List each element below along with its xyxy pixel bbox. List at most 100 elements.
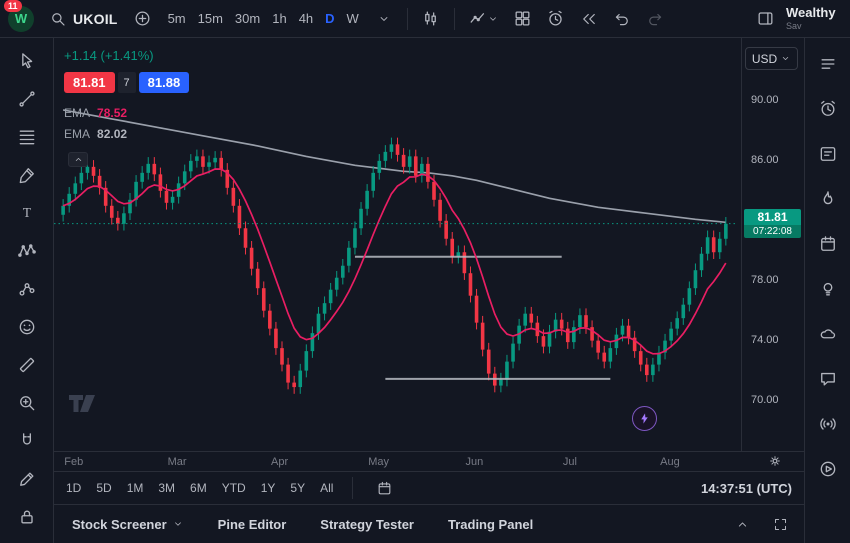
tabs-actions <box>730 512 792 536</box>
timeframe-W[interactable]: W <box>346 11 359 26</box>
brush-tool[interactable] <box>12 164 42 186</box>
minds-rail-button[interactable] <box>813 322 843 346</box>
zoom-icon <box>19 396 34 411</box>
calendar-goto-icon <box>378 481 391 494</box>
app-logo[interactable]: W 11 <box>4 0 34 32</box>
fib-retracement-tool[interactable] <box>12 126 42 148</box>
layout-grid-icon <box>515 11 530 26</box>
timeframe-4h[interactable]: 4h <box>298 11 314 26</box>
timeframe-menu-button[interactable] <box>370 5 398 33</box>
panel-layout-button[interactable] <box>751 5 779 33</box>
shows-rail-button[interactable] <box>813 457 843 481</box>
hotlists-rail-button[interactable] <box>813 187 843 211</box>
alerts-rail-button[interactable] <box>813 97 843 121</box>
tab-trading-panel[interactable]: Trading Panel <box>448 517 533 532</box>
tab-pine-editor[interactable]: Pine Editor <box>218 517 287 532</box>
trend-line-tool[interactable] <box>12 88 42 110</box>
alarm-clock-icon <box>549 10 563 26</box>
range-5Y[interactable]: 5Y <box>290 481 306 495</box>
collapse-legend-button[interactable] <box>68 152 88 167</box>
calendar-rail-button[interactable] <box>813 232 843 256</box>
price-axis-label: 70.00 <box>751 393 779 406</box>
text-tool[interactable]: T <box>12 202 42 224</box>
ruler-icon <box>19 357 34 373</box>
undo-button[interactable] <box>608 5 636 33</box>
emoji-tool[interactable] <box>12 316 42 338</box>
range-5D[interactable]: 5D <box>96 481 112 495</box>
edit-tool[interactable] <box>12 468 42 490</box>
fullscreen-button[interactable] <box>768 512 792 536</box>
currency-dropdown[interactable]: USD <box>745 47 798 70</box>
chart-column: +1.14 (+1.41%) 81.81 7 81.88 EMA 78.52 E… <box>54 38 804 543</box>
tab-label: Strategy Tester <box>320 516 414 532</box>
range-1M[interactable]: 1M <box>126 481 144 495</box>
shows-icon <box>820 461 835 477</box>
price-axis-label: 78.00 <box>751 273 779 286</box>
buy-button[interactable]: 81.88 <box>138 72 190 93</box>
account-menu[interactable]: Wealthy Sav <box>786 6 842 31</box>
tab-strategy-tester[interactable]: Strategy Tester <box>320 517 414 532</box>
tab-label: Stock Screener <box>72 516 167 532</box>
timeframe-15m[interactable]: 15m <box>197 11 223 26</box>
time-axis-label: Jun <box>465 456 484 468</box>
timeframe-group: 5m 15m 30m 1h 4h D W <box>162 8 365 29</box>
candlestick-chart[interactable] <box>54 38 738 450</box>
watchlist-rail-button[interactable] <box>813 52 843 76</box>
chat-rail-button[interactable] <box>813 367 843 391</box>
magnet-tool[interactable] <box>12 430 42 452</box>
redo-button[interactable] <box>641 5 669 33</box>
zoom-tool[interactable] <box>12 392 42 414</box>
range-1D[interactable]: 1D <box>66 481 82 495</box>
alerts-icon <box>820 100 835 116</box>
symbol-search-button[interactable]: UKOIL <box>43 7 124 31</box>
forecast-tool[interactable] <box>12 278 42 300</box>
expand-panel-button[interactable] <box>730 512 754 536</box>
cursor-tool[interactable] <box>12 50 42 72</box>
lock-tool[interactable] <box>12 506 42 528</box>
axis-settings-button[interactable] <box>768 454 782 468</box>
bar-replay-button[interactable] <box>575 5 603 33</box>
ideas-rail-button[interactable] <box>813 277 843 301</box>
time-axis[interactable]: Feb Mar Apr May Jun Jul Aug <box>54 451 804 471</box>
quick-trade-button[interactable] <box>632 406 657 431</box>
last-price-value: 81.81 <box>744 208 801 225</box>
range-1Y[interactable]: 1Y <box>260 481 276 495</box>
indicators-button[interactable] <box>464 5 504 33</box>
streams-rail-button[interactable] <box>813 412 843 436</box>
tradingview-watermark <box>68 390 108 419</box>
divider <box>453 7 455 30</box>
server-clock: 14:37:51 (UTC) <box>700 480 792 496</box>
price-change: +1.14 (+1.41%) <box>64 48 154 63</box>
add-symbol-button[interactable] <box>129 5 157 33</box>
calendar-icon <box>820 236 835 251</box>
chart-style-button[interactable] <box>417 5 445 33</box>
alert-button[interactable] <box>542 5 570 33</box>
xabcd-pattern-tool[interactable] <box>12 240 42 262</box>
tab-stock-screener[interactable]: Stock Screener <box>72 517 184 532</box>
timeframe-1h[interactable]: 1h <box>272 11 287 26</box>
sell-button[interactable]: 81.81 <box>64 72 115 93</box>
range-group: 1D 5D 1M 3M 6M YTD 1Y 5Y All <box>66 481 333 495</box>
timeframe-5m[interactable]: 5m <box>167 11 186 26</box>
price-axis[interactable]: 81.81 07:22:08 90.0086.0082.0078.0074.00… <box>741 38 804 451</box>
range-All[interactable]: All <box>320 481 334 495</box>
watchlist-icon <box>821 59 834 69</box>
tabs-group: Stock Screener Pine Editor Strategy Tester… <box>72 517 533 532</box>
forecast-icon <box>18 283 35 296</box>
divider <box>352 477 354 499</box>
panel-icon <box>758 12 772 25</box>
edit-icon <box>19 472 33 486</box>
goto-date-button[interactable] <box>372 476 396 500</box>
timeframe-D[interactable]: D <box>325 11 335 26</box>
notification-badge: 11 <box>4 0 22 13</box>
layout-grid-button[interactable] <box>509 5 537 33</box>
range-YTD[interactable]: YTD <box>221 481 246 495</box>
timeframe-30m[interactable]: 30m <box>234 11 261 26</box>
chart-area[interactable]: +1.14 (+1.41%) 81.81 7 81.88 EMA 78.52 E… <box>54 38 804 471</box>
range-3M[interactable]: 3M <box>158 481 176 495</box>
ruler-tool[interactable] <box>12 354 42 376</box>
data-window-rail-button[interactable] <box>813 142 843 166</box>
range-toolbar: 1D 5D 1M 3M 6M YTD 1Y 5Y All 14:37:51 (UTC) <box>54 471 804 504</box>
range-6M[interactable]: 6M <box>190 481 207 495</box>
